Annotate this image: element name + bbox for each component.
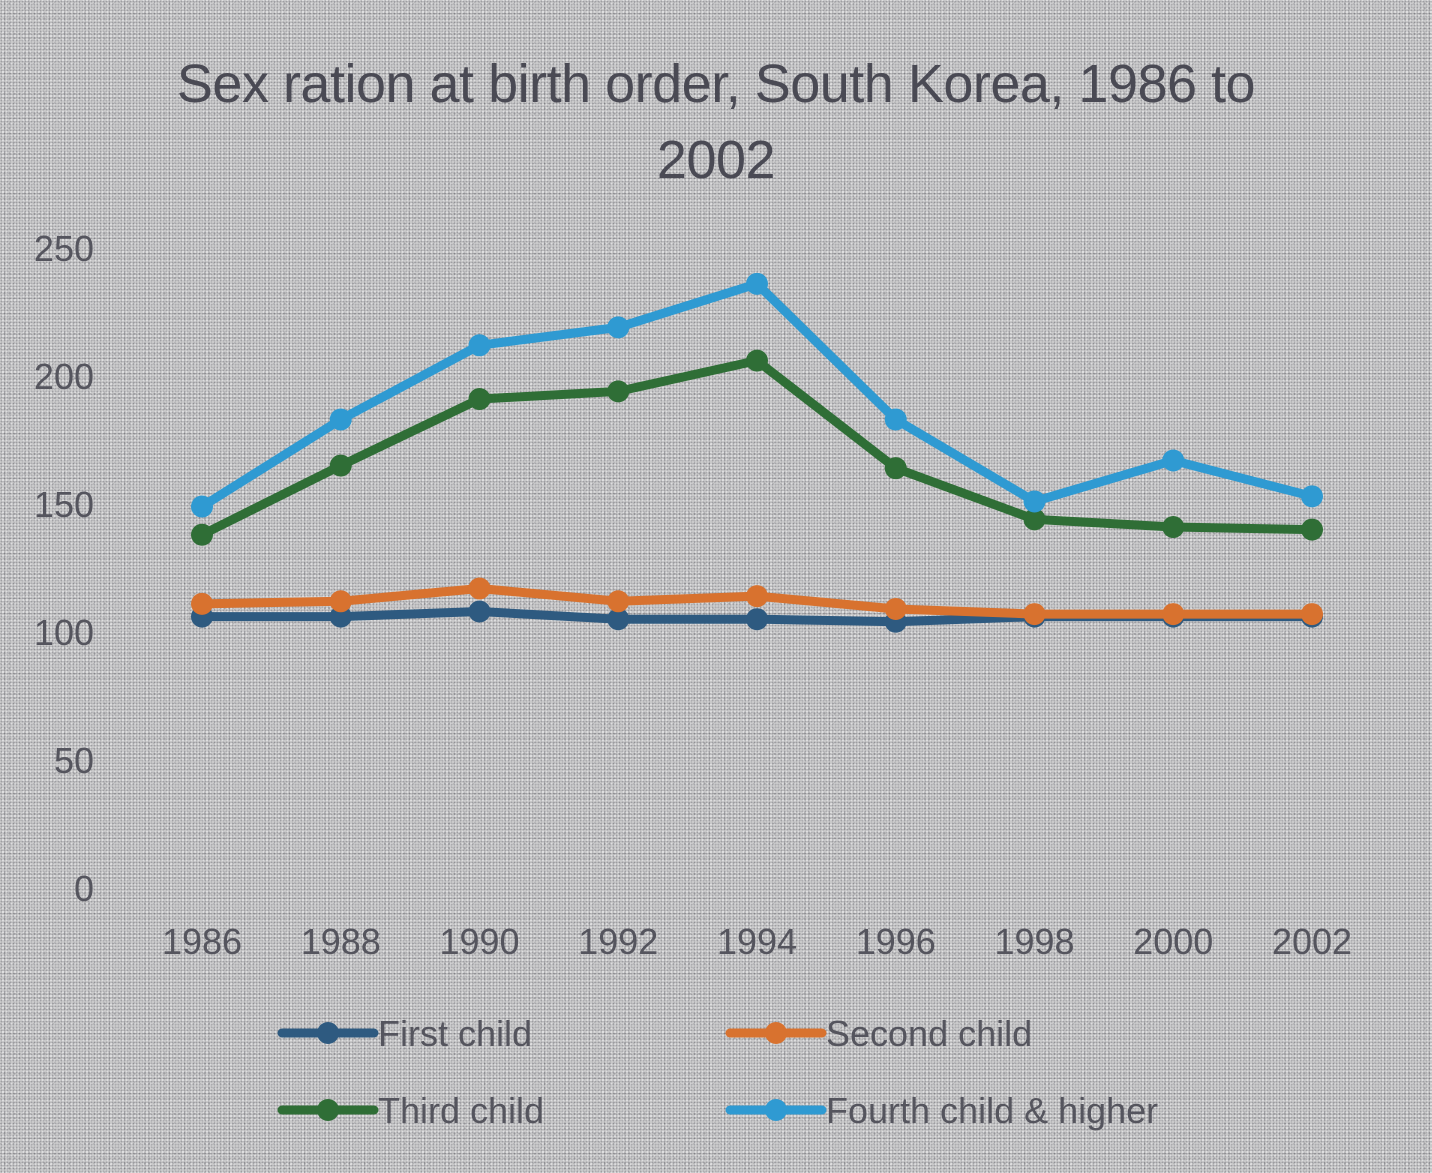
data-point [468, 600, 491, 623]
data-point [607, 590, 630, 613]
data-point [884, 597, 907, 620]
data-point [746, 608, 768, 631]
data-point [1162, 449, 1185, 472]
legend-marker [317, 1022, 339, 1044]
y-tick-label: 250 [34, 228, 94, 269]
data-point [329, 605, 352, 628]
legend-label: Second child [826, 1013, 1032, 1054]
data-point [1301, 603, 1323, 626]
y-axis: 0 50 100 150 200 250 [34, 228, 94, 909]
legend-marker [765, 1099, 787, 1121]
data-point [191, 523, 213, 546]
data-point [1301, 485, 1323, 508]
data-point [746, 585, 768, 608]
data-point [746, 272, 768, 295]
legend-label: First child [378, 1013, 532, 1054]
data-point [884, 457, 907, 480]
series-line [197, 279, 1317, 512]
data-point [468, 334, 491, 357]
series-2 [191, 577, 1323, 626]
legend-item: Second child [725, 1013, 1032, 1054]
series-line [197, 356, 1317, 540]
x-tick-label: 1992 [578, 921, 658, 962]
x-tick-label: 1986 [162, 921, 242, 962]
legend-item: Third child [277, 1090, 544, 1131]
data-point [607, 380, 630, 403]
data-point [191, 495, 213, 518]
x-axis: 1986 1988 1990 1992 1994 1996 1998 2000 2002 [162, 921, 1352, 962]
data-point [746, 349, 768, 372]
legend-marker [765, 1022, 787, 1044]
legend-label: Third child [378, 1090, 544, 1131]
data-point [468, 388, 491, 411]
legend-marker [317, 1099, 339, 1121]
series-3 [191, 349, 1323, 546]
x-tick-label: 1994 [717, 921, 797, 962]
data-point [329, 454, 352, 477]
y-tick-label: 0 [74, 868, 94, 909]
chart-title: Sex ration at birth order, South Korea, … [176, 54, 1256, 190]
data-point [607, 608, 630, 631]
legend-item: First child [277, 1013, 532, 1054]
data-point [884, 408, 907, 431]
data-point [191, 592, 213, 615]
y-tick-label: 150 [34, 484, 94, 525]
x-tick-label: 1996 [856, 921, 936, 962]
legend-item: Fourth child & higher [725, 1090, 1158, 1131]
x-tick-label: 1998 [994, 921, 1074, 962]
y-tick-label: 50 [54, 740, 94, 781]
x-tick-label: 2002 [1272, 921, 1352, 962]
y-tick-label: 100 [34, 612, 94, 653]
data-point [1023, 603, 1046, 626]
data-point [329, 408, 352, 431]
data-point [1301, 518, 1323, 541]
legend: First child Second child Third child Fourth… [277, 1013, 1158, 1131]
x-tick-label: 1990 [439, 921, 519, 962]
data-point [468, 577, 491, 600]
x-tick-label: 1988 [301, 921, 381, 962]
data-point [1162, 516, 1185, 539]
data-point [329, 590, 352, 613]
series-4 [191, 272, 1323, 518]
x-tick-label: 2000 [1133, 921, 1213, 962]
y-tick-label: 200 [34, 356, 94, 397]
data-point [1023, 508, 1046, 531]
data-point [1023, 490, 1046, 513]
legend-label: Fourth child & higher [826, 1090, 1158, 1131]
data-point [1162, 603, 1185, 626]
data-point [607, 316, 630, 339]
